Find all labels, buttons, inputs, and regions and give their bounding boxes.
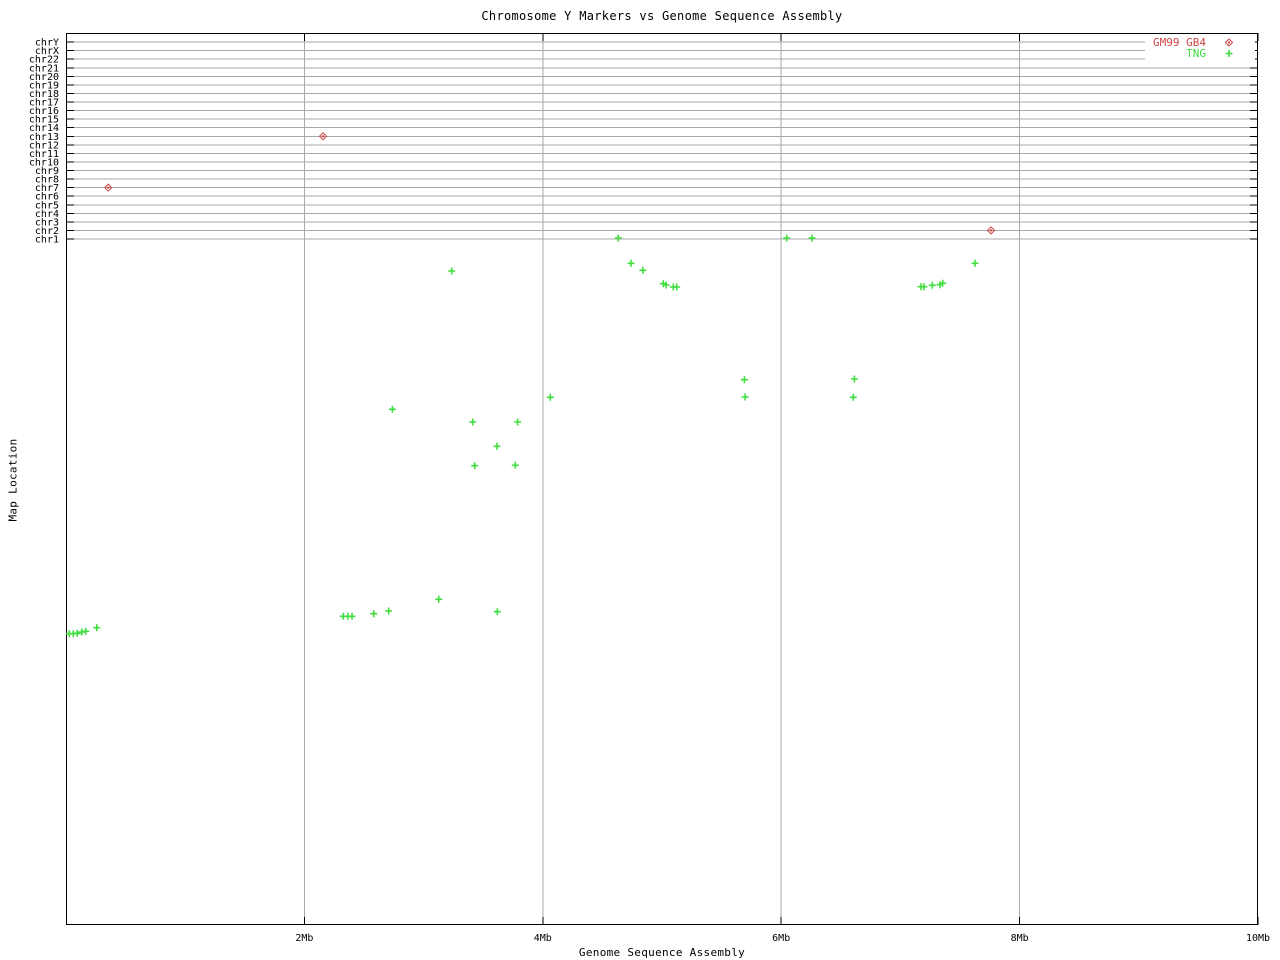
y-tick-label: chr8 — [35, 175, 59, 186]
legend-label: GM99 GB4 — [1153, 36, 1206, 49]
gridlines — [66, 33, 1258, 925]
y-tick-label: chr22 — [29, 55, 59, 66]
y-tick-label: chr11 — [29, 149, 59, 160]
y-tick-label: chr6 — [35, 192, 59, 203]
series-gm99-gb4 — [104, 132, 996, 235]
x-tick-label: 4Mb — [534, 933, 552, 944]
x-tick-label: 10Mb — [1246, 933, 1270, 944]
y-tick-label: chr20 — [29, 72, 59, 83]
y-axis-label: Map Location — [6, 438, 20, 522]
legend-label: TNG — [1186, 47, 1206, 60]
y-tick-label: chr4 — [35, 209, 59, 220]
tick-labels: 2Mb 4Mb 6Mb 8Mb 10Mb chr1chr2chr3chr4chr5chr6… — [29, 38, 1270, 944]
plot-border — [66, 33, 1258, 925]
x-tick-label: 6Mb — [772, 933, 790, 944]
y-tick-label: chr10 — [29, 158, 59, 169]
y-tick-label: chr1 — [35, 235, 59, 246]
y-tick-label: chr3 — [35, 217, 59, 228]
chart-title: Chromosome Y Markers vs Genome Sequence … — [481, 9, 843, 23]
y-tick-label: chr19 — [29, 80, 59, 91]
y-tick-label: chr16 — [29, 106, 59, 117]
y-tick-label: chr5 — [35, 200, 59, 211]
legend-box — [1145, 35, 1255, 61]
y-tick-label: chr9 — [35, 166, 59, 177]
series-tng — [65, 234, 979, 638]
y-tick-label: chr2 — [35, 226, 59, 237]
y-tick-label: chr12 — [29, 140, 59, 151]
x-tick-label: 2Mb — [295, 933, 313, 944]
y-tick-label: chrX — [35, 46, 59, 57]
y-tick-label: chrY — [35, 38, 59, 49]
y-tick-label: chr14 — [29, 123, 59, 134]
y-tick-label: chr17 — [29, 98, 59, 109]
x-tick-label: 8Mb — [1011, 933, 1029, 944]
x-axis-label: Genome Sequence Assembly — [578, 946, 746, 959]
y-tick-label: chr15 — [29, 115, 59, 126]
y-tick-label: chr18 — [29, 89, 59, 100]
y-tick-label: chr21 — [29, 63, 59, 74]
y-tick-label: chr13 — [29, 132, 59, 143]
axis-ticks — [66, 33, 1259, 925]
y-tick-label: chr7 — [35, 183, 59, 194]
data-points — [65, 132, 996, 638]
